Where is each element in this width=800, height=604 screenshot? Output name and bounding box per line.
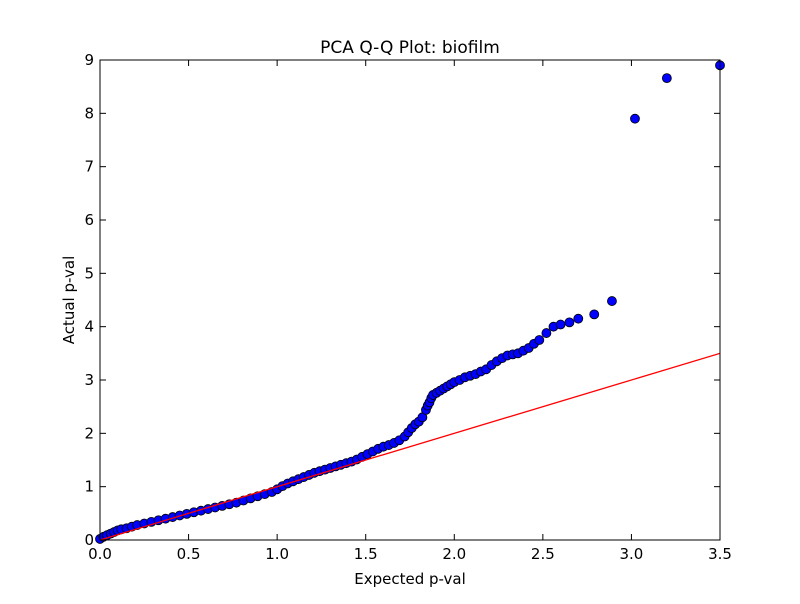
y-tick-label: 4: [84, 318, 94, 336]
data-point: [541, 328, 552, 338]
x-tick-label: 3.0: [619, 545, 643, 563]
y-tick-label: 8: [84, 104, 94, 122]
x-axis-label: Expected p-val: [354, 570, 466, 588]
y-tick-label: 9: [84, 51, 94, 69]
data-points: [95, 60, 725, 544]
plot-frame: [99, 59, 721, 541]
data-point: [573, 313, 584, 324]
data-point: [564, 317, 575, 328]
y-tick-label: 6: [84, 211, 94, 229]
y-axis-ticks: 0 1 2 3 4 5 6 7 8 9: [84, 51, 720, 549]
x-tick-label: 0.5: [177, 545, 201, 563]
data-point: [589, 309, 600, 320]
data-point: [555, 319, 566, 330]
y-tick-label: 0: [84, 531, 94, 549]
plot-area: [95, 60, 725, 544]
y-tick-label: 7: [84, 158, 94, 176]
x-tick-label: 1.5: [354, 545, 378, 563]
data-point: [607, 296, 617, 306]
y-tick-label: 5: [84, 264, 94, 282]
reference-line: [100, 352, 720, 540]
x-tick-label: 0.0: [88, 545, 112, 563]
y-tick-label: 3: [84, 371, 94, 389]
data-point: [630, 113, 640, 124]
data-point: [534, 335, 545, 345]
x-tick-label: 2.5: [531, 545, 555, 563]
y-tick-label: 1: [84, 478, 94, 496]
y-axis-label: Actual p-val: [60, 256, 78, 345]
data-point: [661, 73, 672, 84]
y-tick-label: 2: [84, 424, 94, 442]
x-tick-label: 1.0: [265, 545, 289, 563]
chart-title: PCA Q-Q Plot: biofilm: [320, 38, 500, 58]
x-axis-ticks: 0.0 0.5 1.0 1.5 2.0 2.5 3.0 3.5: [88, 60, 732, 563]
x-tick-label: 3.5: [708, 545, 732, 563]
x-tick-label: 2.0: [442, 545, 466, 563]
